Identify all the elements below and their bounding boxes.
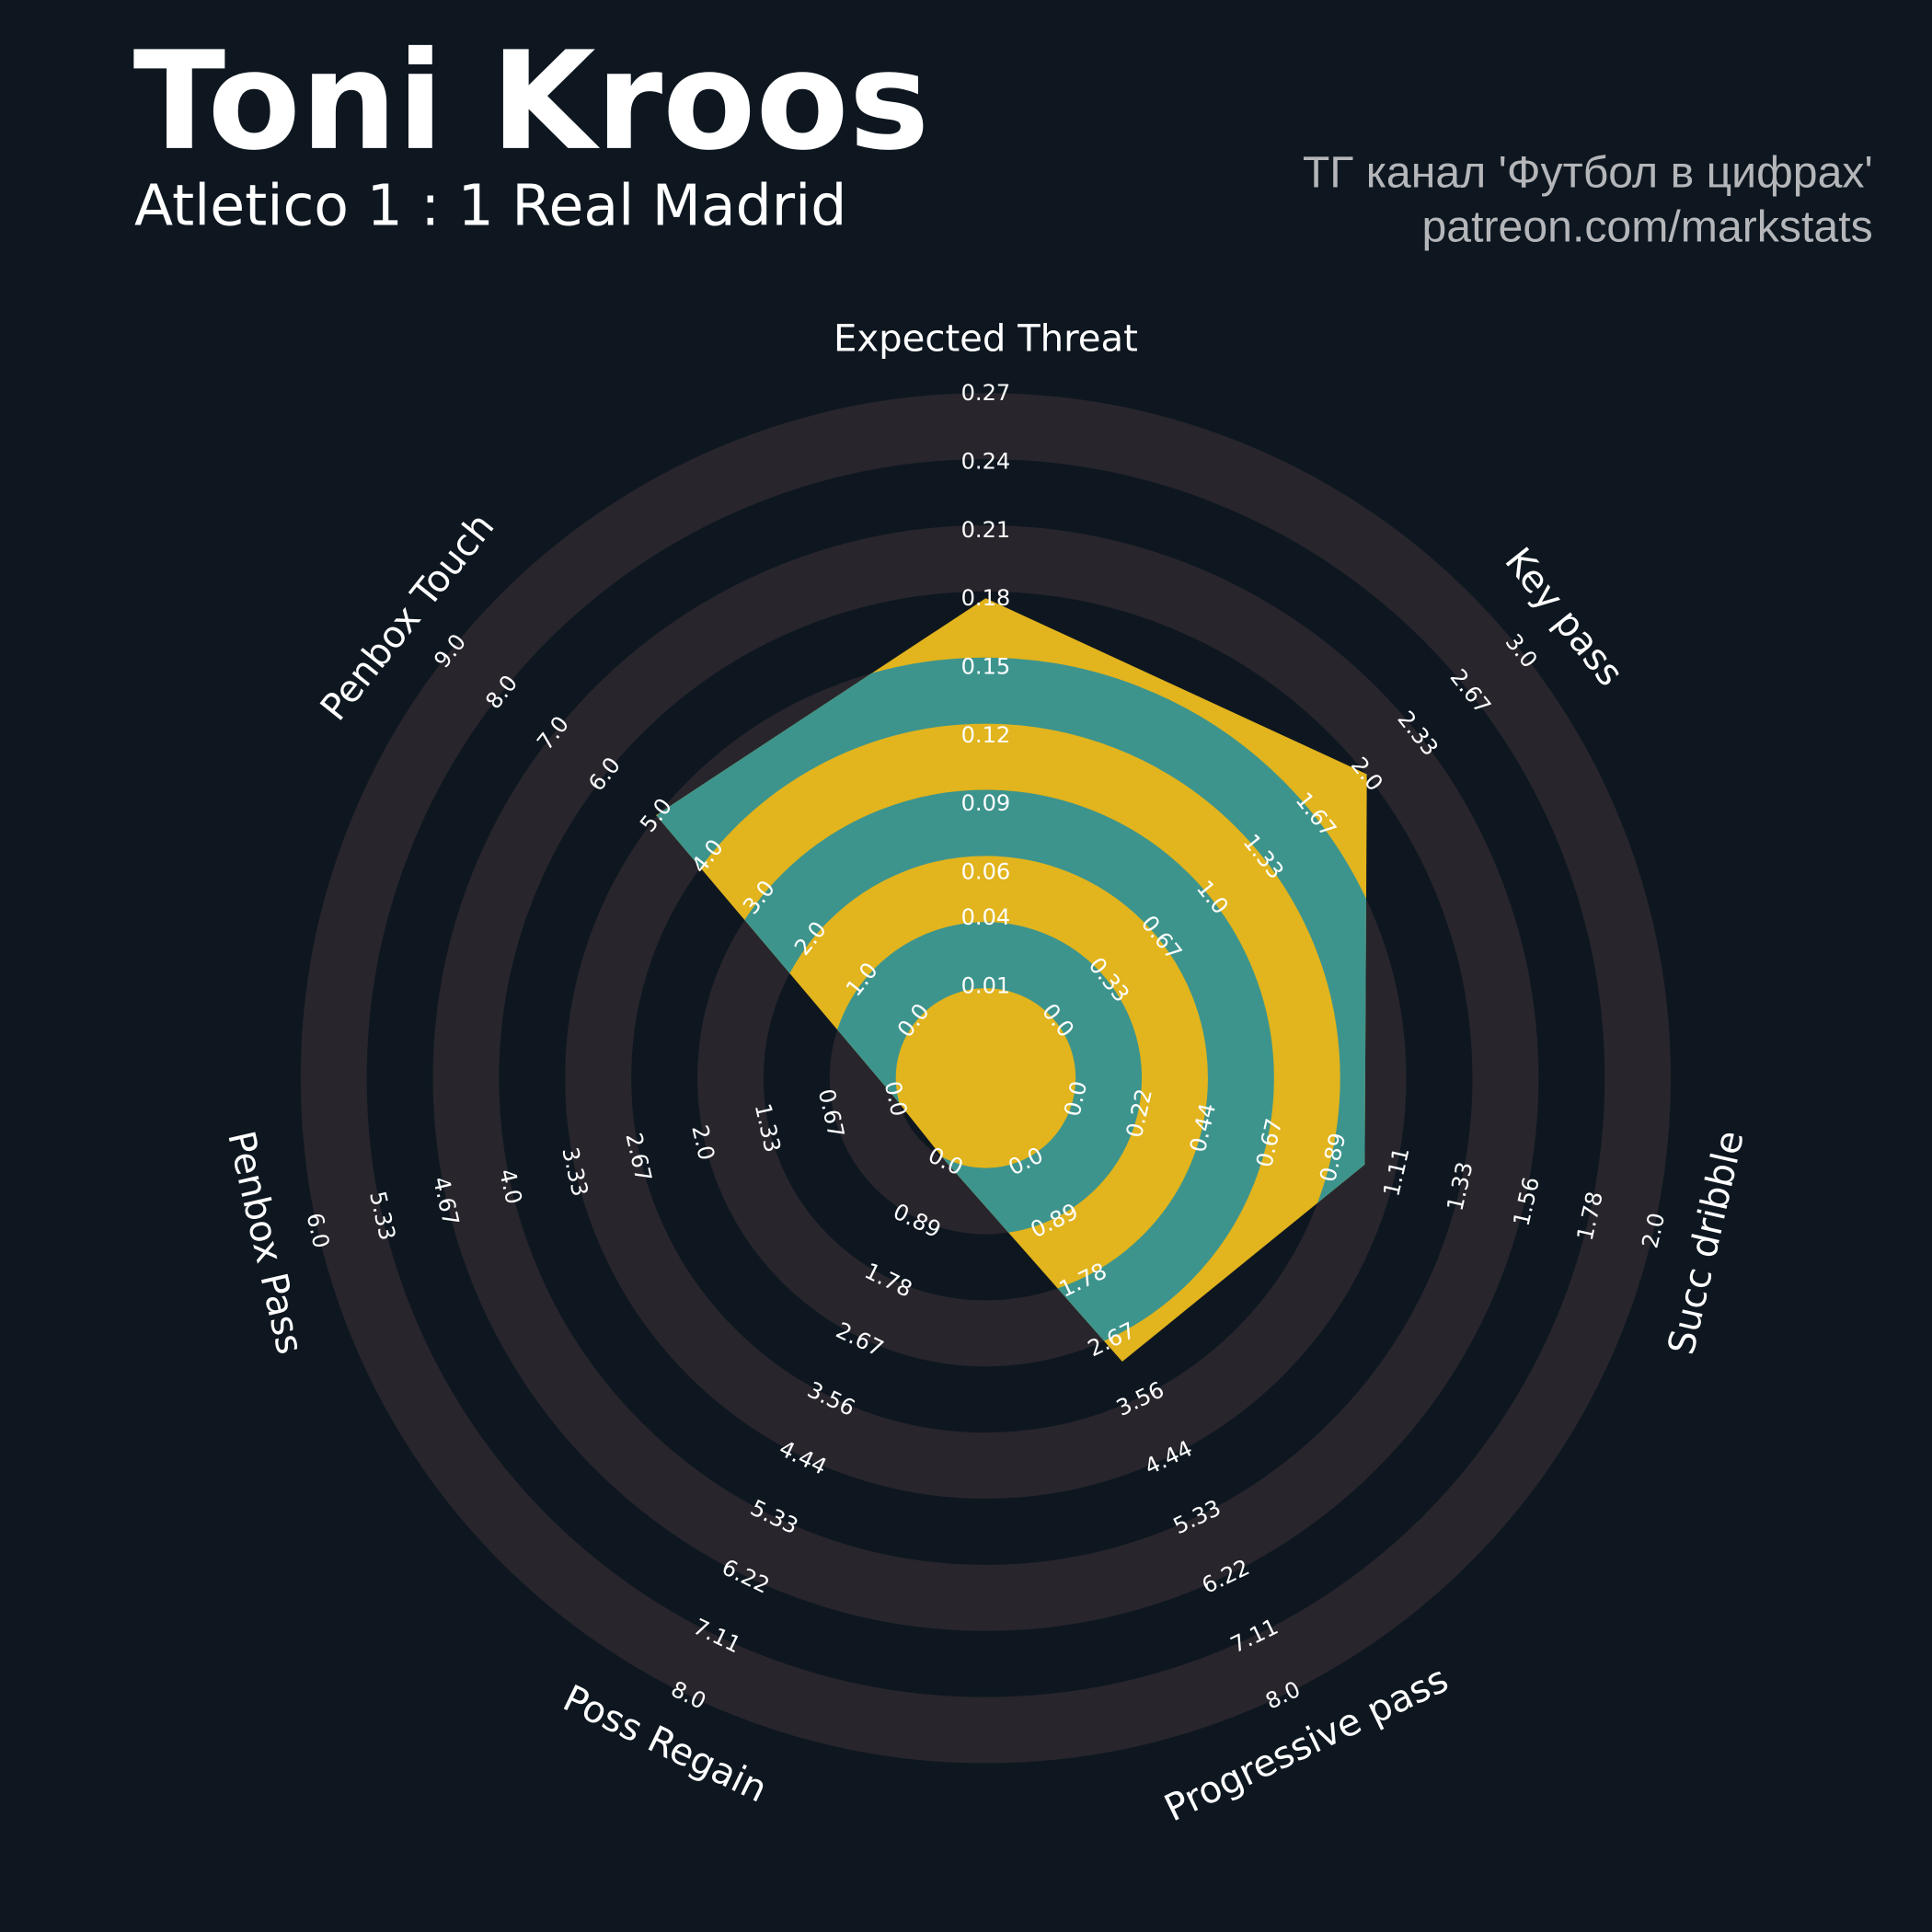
tick-label: 0.09 (961, 790, 1011, 816)
tick-label: 0.01 (961, 972, 1011, 998)
tick-label: 0.06 (961, 859, 1011, 885)
ring (300, 393, 1672, 1764)
tick-label: 0.12 (961, 722, 1011, 748)
tick-label: 0.18 (961, 585, 1011, 611)
tick-label: 0.27 (961, 380, 1011, 406)
axis-label: Expected Threat (834, 317, 1138, 360)
chart-subtitle: Atletico 1 : 1 Real Madrid (134, 173, 846, 239)
tick-label: 0.04 (961, 904, 1011, 930)
credit: ТГ канал 'Футбол в цифрах' (1303, 148, 1873, 198)
chart-title: Toni Kroos (133, 22, 930, 180)
credit: patreon.com/markstats (1421, 201, 1872, 251)
radar-band (656, 657, 1367, 1363)
tick-label: 0.24 (961, 449, 1011, 475)
tick-label: 0.21 (961, 517, 1011, 543)
center-fill (895, 988, 1076, 1168)
tick-label: 0.15 (961, 654, 1011, 680)
ring (432, 524, 1539, 1631)
